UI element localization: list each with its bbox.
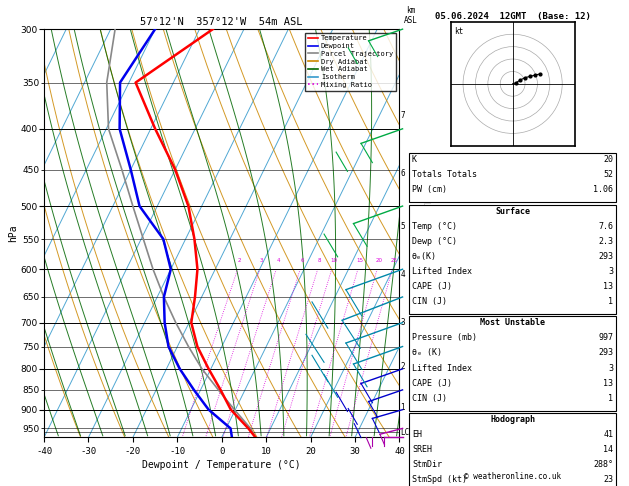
Text: Lifted Index: Lifted Index: [412, 267, 472, 276]
Text: CIN (J): CIN (J): [412, 297, 447, 306]
Text: 13: 13: [603, 379, 613, 388]
Text: 13: 13: [603, 282, 613, 291]
Text: 2.3: 2.3: [598, 237, 613, 246]
Text: Lifted Index: Lifted Index: [412, 364, 472, 373]
Text: 3: 3: [260, 259, 264, 263]
Text: 288°: 288°: [593, 460, 613, 469]
Text: 20: 20: [603, 155, 613, 164]
Text: 41: 41: [603, 430, 613, 439]
Text: 2: 2: [238, 259, 242, 263]
Text: 52: 52: [603, 170, 613, 179]
Text: 1: 1: [608, 394, 613, 403]
Text: 23: 23: [603, 475, 613, 485]
Text: 4: 4: [276, 259, 280, 263]
Text: SREH: SREH: [412, 445, 432, 454]
Text: 3: 3: [400, 318, 404, 327]
Text: Pressure (mb): Pressure (mb): [412, 333, 477, 343]
Text: Totals Totals: Totals Totals: [412, 170, 477, 179]
Text: 293: 293: [598, 252, 613, 261]
Text: 3: 3: [608, 364, 613, 373]
X-axis label: Dewpoint / Temperature (°C): Dewpoint / Temperature (°C): [142, 460, 301, 470]
Text: 25: 25: [391, 259, 398, 263]
Text: CAPE (J): CAPE (J): [412, 379, 452, 388]
Text: PW (cm): PW (cm): [412, 185, 447, 194]
Text: Mixing Ratio (g/kg): Mixing Ratio (g/kg): [425, 190, 434, 277]
Text: 7.6: 7.6: [598, 222, 613, 231]
Text: 2: 2: [400, 362, 404, 371]
Text: Dewp (°C): Dewp (°C): [412, 237, 457, 246]
Text: 4: 4: [400, 271, 404, 279]
Text: 997: 997: [598, 333, 613, 343]
Text: 293: 293: [598, 348, 613, 358]
Text: 3: 3: [608, 267, 613, 276]
Text: K: K: [412, 155, 417, 164]
Text: 15: 15: [356, 259, 363, 263]
Text: EH: EH: [412, 430, 422, 439]
Text: Surface: Surface: [495, 207, 530, 216]
Text: 05.06.2024  12GMT  (Base: 12): 05.06.2024 12GMT (Base: 12): [435, 12, 591, 21]
Text: 8: 8: [318, 259, 321, 263]
Text: 7: 7: [400, 111, 404, 120]
Text: StmDir: StmDir: [412, 460, 442, 469]
Text: 1.06: 1.06: [593, 185, 613, 194]
Legend: Temperature, Dewpoint, Parcel Trajectory, Dry Adiabat, Wet Adiabat, Isotherm, Mi: Temperature, Dewpoint, Parcel Trajectory…: [305, 33, 396, 90]
Text: θₑ (K): θₑ (K): [412, 348, 442, 358]
Text: CIN (J): CIN (J): [412, 394, 447, 403]
Title: 57°12'N  357°12'W  54m ASL: 57°12'N 357°12'W 54m ASL: [140, 17, 303, 27]
Text: 6: 6: [400, 169, 404, 178]
Y-axis label: hPa: hPa: [8, 225, 18, 242]
Text: Hodograph: Hodograph: [490, 415, 535, 424]
Text: 5: 5: [400, 222, 404, 231]
Text: 20: 20: [376, 259, 382, 263]
Text: 14: 14: [603, 445, 613, 454]
Text: 1: 1: [400, 403, 404, 412]
Text: © weatheronline.co.uk: © weatheronline.co.uk: [464, 472, 561, 481]
Text: 6: 6: [300, 259, 304, 263]
Text: 10: 10: [330, 259, 337, 263]
Text: km
ASL: km ASL: [404, 6, 418, 25]
Text: Temp (°C): Temp (°C): [412, 222, 457, 231]
Text: CAPE (J): CAPE (J): [412, 282, 452, 291]
Text: θₑ(K): θₑ(K): [412, 252, 437, 261]
Text: 1: 1: [608, 297, 613, 306]
Text: LCL: LCL: [400, 428, 414, 436]
Text: Most Unstable: Most Unstable: [480, 318, 545, 328]
Text: StmSpd (kt): StmSpd (kt): [412, 475, 467, 485]
Text: kt: kt: [454, 27, 464, 36]
